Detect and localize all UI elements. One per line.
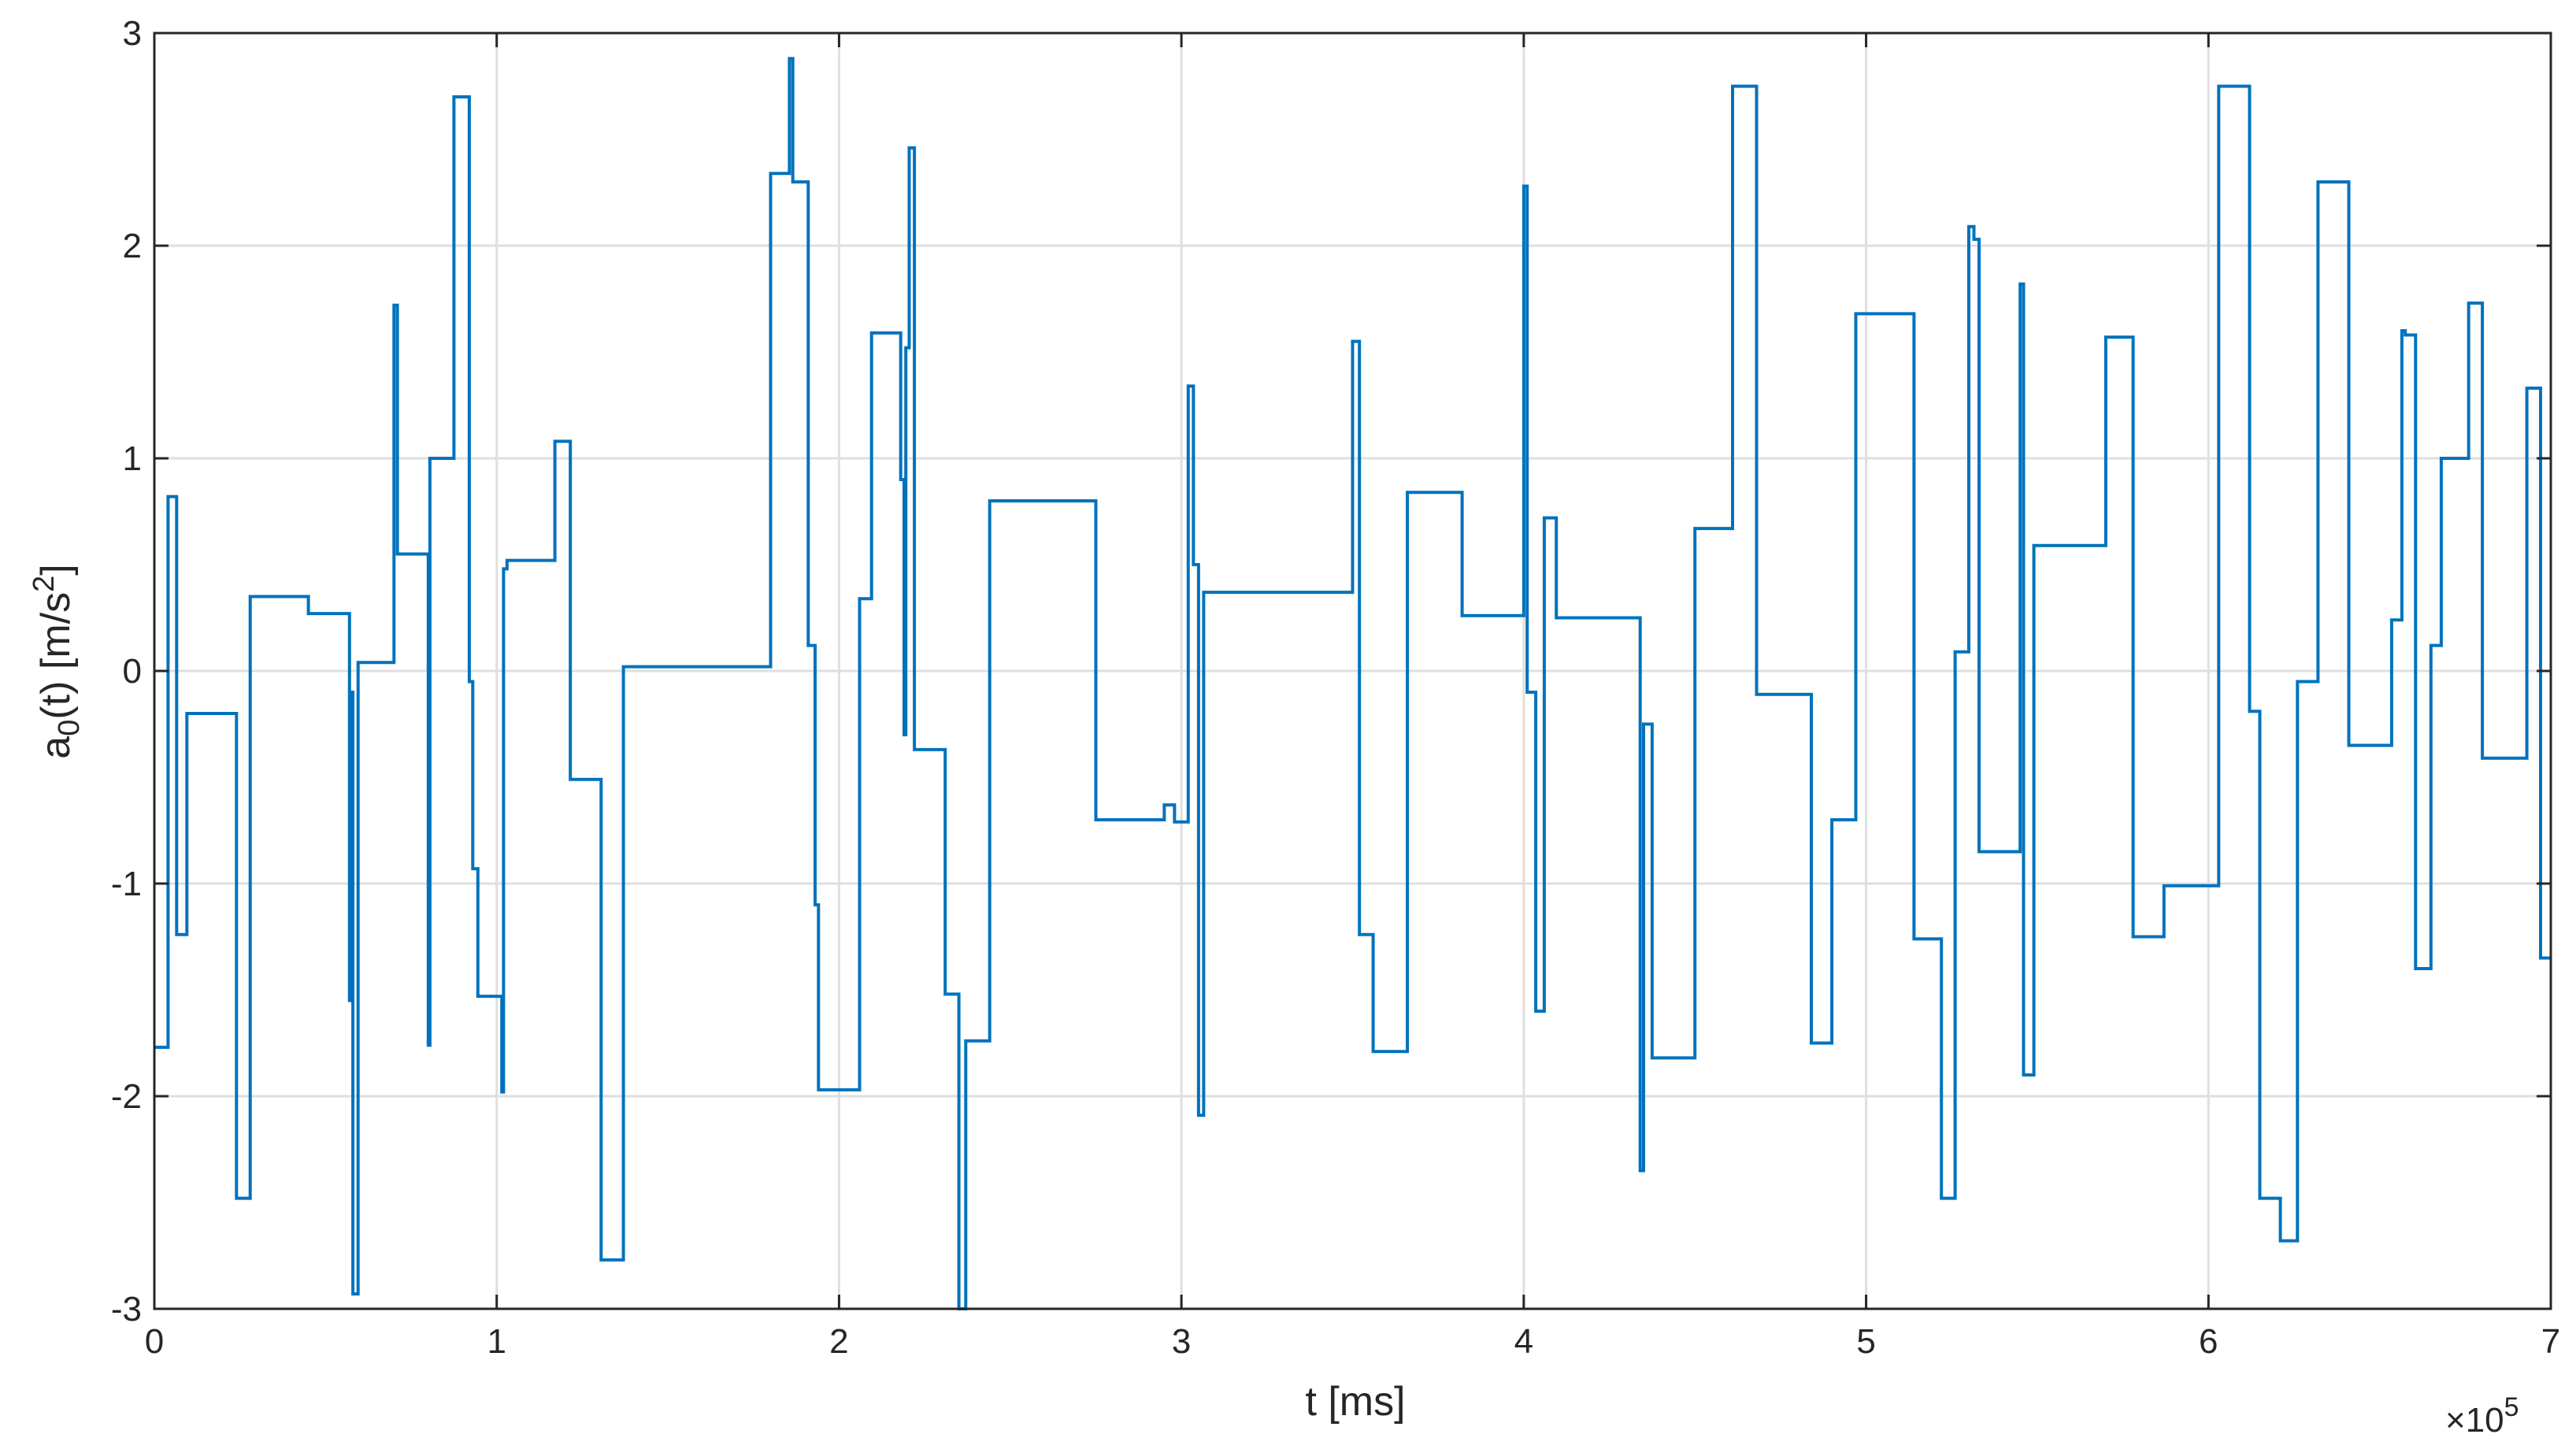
x-axis-exponent-base: ×10 bbox=[2445, 1401, 2504, 1440]
y-tick-label: 0 bbox=[123, 652, 142, 691]
x-tick-label: 0 bbox=[145, 1322, 164, 1361]
x-tick-labels: 0 1 2 3 4 5 6 7 bbox=[145, 1322, 2560, 1361]
y-tick-label: -1 bbox=[111, 865, 142, 903]
y-axis-label-superscript: 2 bbox=[28, 576, 61, 592]
x-tick-label: 4 bbox=[1514, 1322, 1533, 1361]
grid-lines bbox=[154, 33, 2551, 1309]
x-tick-label: 1 bbox=[487, 1322, 506, 1361]
y-tick-label: -2 bbox=[111, 1077, 142, 1116]
y-tick-label: 1 bbox=[123, 439, 142, 478]
x-axis-label: t [ms] bbox=[1305, 1379, 1405, 1425]
x-tick-label: 7 bbox=[2541, 1322, 2560, 1361]
x-axis-exponent-power: 5 bbox=[2504, 1392, 2519, 1422]
y-tick-label: -3 bbox=[111, 1290, 142, 1329]
y-axis-label-end: ] bbox=[33, 564, 79, 575]
tick-marks bbox=[153, 32, 2552, 1310]
x-tick-label: 5 bbox=[1856, 1322, 1875, 1361]
y-axis-label-rest: (t) [m/s bbox=[33, 592, 79, 720]
x-tick-label: 2 bbox=[829, 1322, 848, 1361]
x-axis-exponent: ×105 bbox=[2445, 1392, 2519, 1440]
series-line-0 bbox=[154, 57, 2551, 1310]
y-axis-label: a0(t) [m/s2] bbox=[28, 564, 86, 758]
x-tick-label: 3 bbox=[1172, 1322, 1191, 1361]
series-layer bbox=[154, 57, 2551, 1310]
x-tick-label: 6 bbox=[2199, 1322, 2218, 1361]
y-tick-label: 3 bbox=[123, 14, 142, 53]
y-tick-labels: -3 -2 -1 0 1 2 3 bbox=[111, 14, 142, 1329]
y-tick-label: 2 bbox=[123, 227, 142, 265]
y-axis-label-subscript: 0 bbox=[53, 720, 86, 736]
y-axis-label-main: a bbox=[33, 736, 79, 759]
